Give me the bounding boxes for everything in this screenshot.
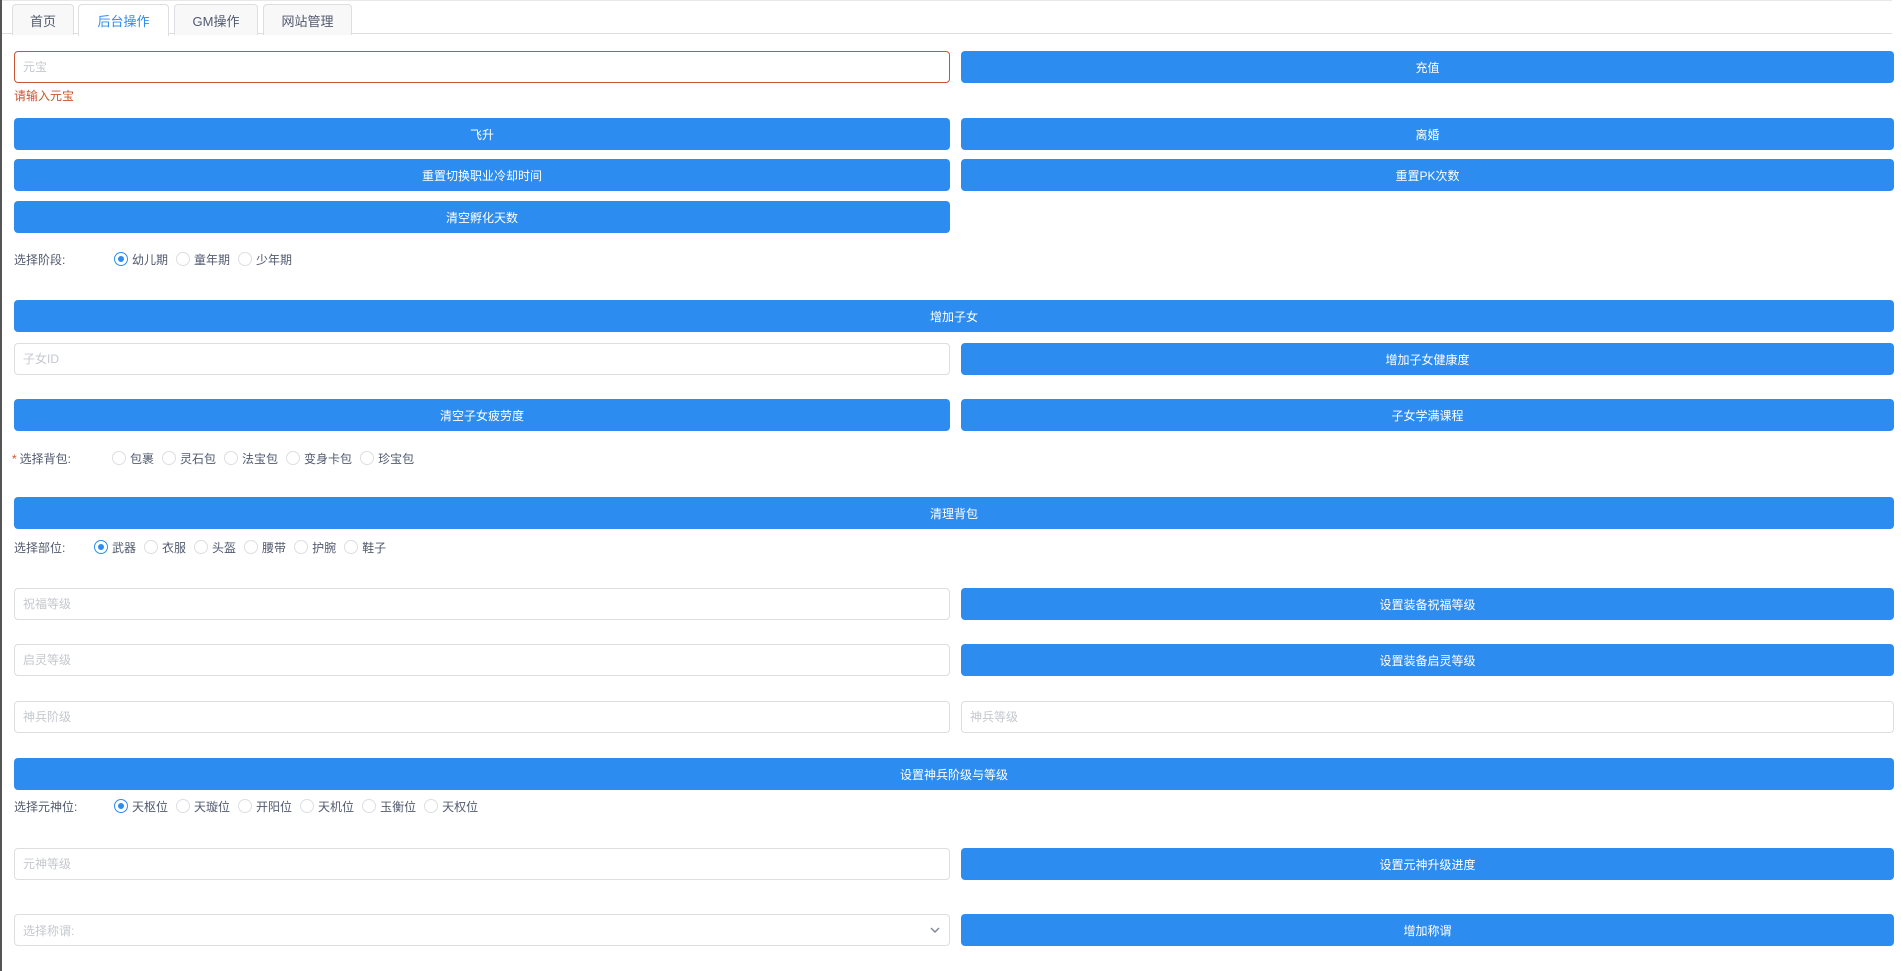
ascend-button[interactable]: 飞升 [14, 118, 950, 150]
tab-home[interactable]: 首页 [12, 4, 74, 35]
yuanbao-error: 请输入元宝 [14, 89, 75, 103]
radio-icon [144, 540, 159, 554]
set-yuanshen-button[interactable]: 设置元神升级进度 [961, 848, 1894, 880]
radio-checked-icon [114, 799, 128, 813]
part-option[interactable]: 衣服 [144, 539, 186, 556]
yuanshen-option[interactable]: 天枢位 [114, 798, 168, 815]
part-option[interactable]: 鞋子 [344, 539, 386, 556]
child-id-input[interactable] [14, 343, 950, 375]
radio-icon [176, 799, 191, 813]
part-option[interactable]: 武器 [94, 539, 136, 556]
set-weapon-button[interactable]: 设置神兵阶级与等级 [14, 758, 1894, 790]
divorce-button[interactable]: 离婚 [961, 118, 1894, 150]
set-enlighten-button[interactable]: 设置装备启灵等级 [961, 644, 1894, 676]
bag-option[interactable]: 珍宝包 [360, 450, 414, 467]
bag-option[interactable]: 包裹 [112, 450, 154, 467]
radio-icon [238, 799, 253, 813]
bag-option[interactable]: 变身卡包 [286, 450, 352, 467]
bless-level-input[interactable] [14, 588, 950, 620]
radio-icon [194, 540, 209, 554]
radio-icon [244, 540, 259, 554]
tab-backend-ops[interactable]: 后台操作 [78, 4, 169, 36]
stage-radio-group: 选择阶段: 幼儿期 童年期 少年期 [14, 249, 300, 269]
recharge-button[interactable]: 充值 [961, 51, 1894, 83]
radio-icon [362, 799, 377, 813]
weapon-level-input[interactable] [961, 701, 1894, 733]
radio-icon [294, 540, 309, 554]
add-child-button[interactable]: 增加子女 [14, 300, 1894, 332]
radio-icon [286, 451, 301, 465]
yuanshen-option[interactable]: 天璇位 [176, 798, 230, 815]
yuanshen-option[interactable]: 玉衡位 [362, 798, 416, 815]
title-select-placeholder: 选择称谓: [23, 923, 75, 938]
enlighten-level-input[interactable] [14, 644, 950, 676]
part-option[interactable]: 腰带 [244, 539, 286, 556]
chevron-down-icon [930, 927, 940, 933]
reset-pk-button[interactable]: 重置PK次数 [961, 159, 1894, 191]
part-option[interactable]: 护腕 [294, 539, 336, 556]
radio-icon [224, 451, 239, 465]
add-title-button[interactable]: 增加称谓 [961, 914, 1894, 946]
yuanshen-level-input[interactable] [14, 848, 950, 880]
yuanshen-option[interactable]: 天机位 [300, 798, 354, 815]
yuanshen-option[interactable]: 开阳位 [238, 798, 292, 815]
yuanbao-input[interactable] [14, 51, 950, 83]
add-child-health-button[interactable]: 增加子女健康度 [961, 343, 1894, 375]
bag-option[interactable]: 灵石包 [162, 450, 216, 467]
yuanshen-option[interactable]: 天权位 [424, 798, 478, 815]
child-full-course-button[interactable]: 子女学满课程 [961, 399, 1894, 431]
title-select[interactable]: 选择称谓: [14, 914, 950, 946]
set-bless-button[interactable]: 设置装备祝福等级 [961, 588, 1894, 620]
stage-option[interactable]: 少年期 [238, 251, 292, 268]
radio-icon [344, 540, 359, 554]
radio-icon [360, 451, 375, 465]
radio-checked-icon [114, 252, 128, 266]
bag-radio-group: * 选择背包: 包裹 灵石包 法宝包 变身卡包 珍宝包 [12, 448, 422, 468]
tab-gm-ops[interactable]: GM操作 [174, 4, 258, 35]
stage-option[interactable]: 童年期 [176, 251, 230, 268]
radio-icon [300, 799, 315, 813]
stage-option[interactable]: 幼儿期 [114, 251, 168, 268]
clear-hatch-button[interactable]: 清空孵化天数 [14, 201, 950, 233]
radio-icon [424, 799, 439, 813]
bag-label: * 选择背包: [12, 451, 72, 466]
radio-icon [238, 252, 253, 266]
tab-bar: 首页 后台操作 GM操作 网站管理 [2, 0, 1892, 36]
radio-icon [162, 451, 177, 465]
part-label: 选择部位: [14, 540, 66, 555]
clear-child-fatigue-button[interactable]: 清空子女疲劳度 [14, 399, 950, 431]
yuanshen-label: 选择元神位: [14, 799, 78, 814]
stage-label: 选择阶段: [14, 252, 66, 267]
weapon-rank-input[interactable] [14, 701, 950, 733]
radio-icon [112, 451, 126, 465]
clear-bag-button[interactable]: 清理背包 [14, 497, 1894, 529]
radio-checked-icon [94, 540, 108, 554]
reset-class-cd-button[interactable]: 重置切换职业冷却时间 [14, 159, 950, 191]
radio-icon [176, 252, 191, 266]
bag-option[interactable]: 法宝包 [224, 450, 278, 467]
part-radio-group: 选择部位: 武器 衣服 头盔 腰带 护腕 鞋子 [14, 537, 394, 557]
yuanshen-radio-group: 选择元神位: 天枢位 天璇位 开阳位 天机位 玉衡位 天权位 [14, 796, 486, 816]
part-option[interactable]: 头盔 [194, 539, 236, 556]
tab-site-admin[interactable]: 网站管理 [263, 4, 352, 35]
